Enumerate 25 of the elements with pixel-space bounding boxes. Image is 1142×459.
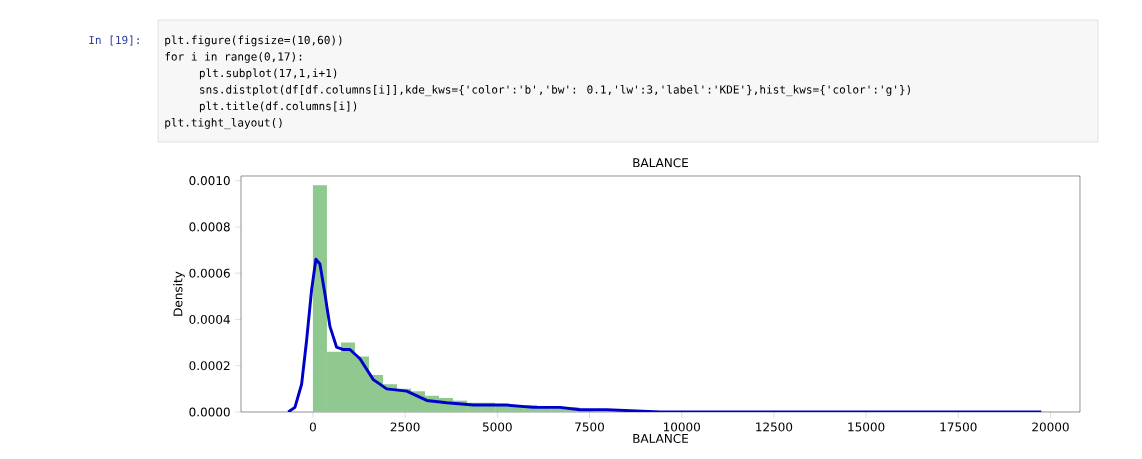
y-tick-label: 0.0004 xyxy=(189,314,230,324)
y-tick-label: 0.0010 xyxy=(189,176,230,186)
y-tick-label: 0.0000 xyxy=(189,407,230,417)
x-tick-label: 20000 xyxy=(1032,422,1069,432)
x-tick-label: 0 xyxy=(309,422,316,432)
y-tick-label: 0.0006 xyxy=(189,268,230,278)
x-tick-label: 12500 xyxy=(756,422,793,432)
x-tick-label: 10000 xyxy=(663,422,700,432)
text: plt.tight_layout() xyxy=(165,118,282,130)
text: plt.subplot(17,1,i+1) xyxy=(199,68,337,80)
y-axis-title: Density xyxy=(173,271,185,316)
x-tick-label: 7500 xyxy=(575,422,604,432)
x-tick-label: 15000 xyxy=(848,422,885,432)
y-tick-label: 0.0002 xyxy=(189,361,230,371)
text: plt.figure(figsize=(10,60)) xyxy=(165,35,342,47)
x-axis-title: BALANCE xyxy=(633,433,688,444)
x-tick-label: 5000 xyxy=(482,422,512,432)
x-tick-label: 2500 xyxy=(390,422,420,432)
text: In [19]: xyxy=(89,35,139,46)
chart-title: BALANCE xyxy=(633,158,688,168)
text: plt.title(df.columns[i]) xyxy=(199,101,357,113)
text: for i in range(0,17): xyxy=(165,52,302,63)
x-tick-label: 17500 xyxy=(940,422,977,432)
text: sns.distplot(df[df.columns[i]],kde_kws={'color':'b','bw': 0.1,'lw':3,'label':'KDE'},hist_kws={'color':'g'}) xyxy=(200,85,910,97)
y-tick-label: 0.0008 xyxy=(189,222,230,232)
